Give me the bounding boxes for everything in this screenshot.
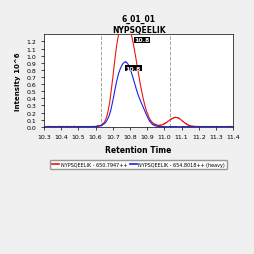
Text: 10.8: 10.8 — [134, 38, 149, 43]
Y-axis label: Intensity 10^6: Intensity 10^6 — [15, 52, 21, 110]
X-axis label: Retention Time: Retention Time — [105, 145, 171, 154]
Legend: NYPSQEELIK - 650.7947++, NYPSQEELIK - 654.8018++ (heavy): NYPSQEELIK - 650.7947++, NYPSQEELIK - 65… — [50, 160, 226, 169]
Text: 10.8: 10.8 — [125, 66, 140, 71]
Title: 6_01_01
NYPSQEELIK: 6_01_01 NYPSQEELIK — [111, 15, 165, 34]
